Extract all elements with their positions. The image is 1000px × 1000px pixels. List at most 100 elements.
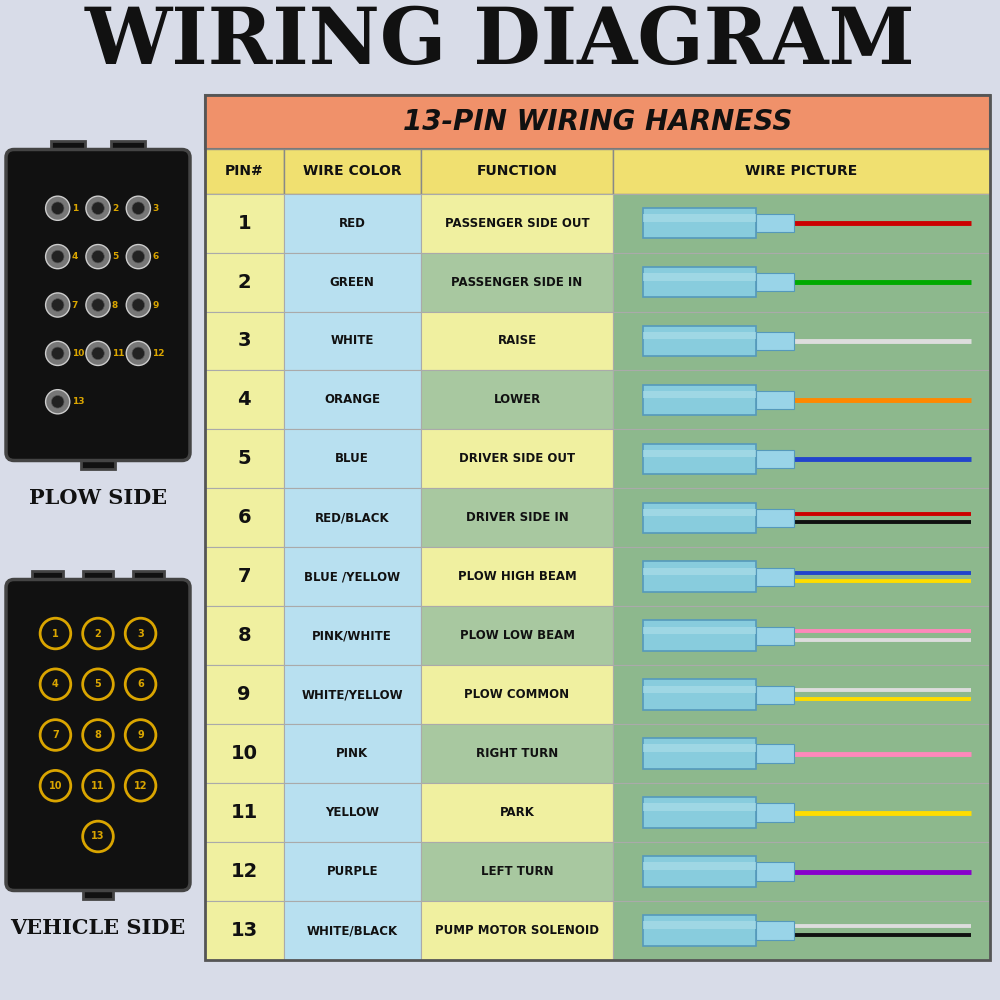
Text: RIGHT TURN: RIGHT TURN — [476, 747, 558, 760]
Bar — [643, 797, 756, 828]
Bar — [205, 606, 284, 665]
Bar — [643, 744, 756, 752]
Bar — [421, 194, 613, 253]
Bar — [284, 194, 421, 253]
Text: LEFT TURN: LEFT TURN — [481, 865, 553, 878]
Text: 6: 6 — [237, 508, 251, 527]
Circle shape — [92, 202, 104, 215]
Text: 3: 3 — [238, 331, 251, 350]
Circle shape — [83, 720, 113, 750]
Bar — [756, 744, 794, 763]
Text: WHITE/YELLOW: WHITE/YELLOW — [301, 688, 403, 701]
Bar — [613, 488, 990, 547]
Text: 2: 2 — [112, 204, 118, 213]
Bar — [205, 312, 284, 370]
Circle shape — [125, 618, 156, 649]
Bar — [421, 842, 613, 901]
Text: 12: 12 — [152, 349, 165, 358]
Bar — [643, 561, 756, 592]
Text: 10: 10 — [231, 744, 258, 763]
Bar — [421, 901, 613, 960]
Circle shape — [83, 618, 113, 649]
Bar — [613, 724, 990, 783]
Bar — [421, 724, 613, 783]
Circle shape — [46, 245, 70, 269]
Text: 8: 8 — [95, 730, 101, 740]
Bar — [205, 547, 284, 606]
Bar — [756, 450, 794, 468]
Text: 8: 8 — [112, 300, 118, 310]
Bar — [205, 370, 284, 429]
Text: PARK: PARK — [500, 806, 534, 819]
Bar — [284, 665, 421, 724]
Text: 2: 2 — [237, 273, 251, 292]
Bar — [421, 606, 613, 665]
Text: YELLOW: YELLOW — [325, 806, 379, 819]
Text: PLOW HIGH BEAM: PLOW HIGH BEAM — [458, 570, 576, 583]
Text: 12: 12 — [231, 862, 258, 881]
Bar — [613, 665, 990, 724]
Text: 10: 10 — [72, 349, 84, 358]
Text: BLUE: BLUE — [335, 452, 369, 465]
Text: 1: 1 — [52, 629, 59, 639]
Circle shape — [92, 250, 104, 263]
Circle shape — [86, 293, 110, 317]
Text: VEHICLE SIDE: VEHICLE SIDE — [10, 918, 186, 938]
Bar — [421, 783, 613, 842]
Bar — [613, 901, 990, 960]
Text: PINK/WHITE: PINK/WHITE — [312, 629, 392, 642]
Circle shape — [92, 299, 104, 311]
Text: 1: 1 — [72, 204, 78, 213]
Circle shape — [83, 821, 113, 852]
Bar — [205, 901, 284, 960]
Bar — [756, 273, 794, 291]
Text: 11: 11 — [112, 349, 124, 358]
Text: 1: 1 — [237, 214, 251, 233]
Bar — [284, 547, 421, 606]
Bar — [643, 267, 756, 297]
Text: 13: 13 — [231, 921, 258, 940]
Bar — [613, 194, 990, 253]
Text: 7: 7 — [72, 300, 78, 310]
Bar — [613, 312, 990, 370]
Bar — [421, 547, 613, 606]
Text: 10: 10 — [49, 781, 62, 791]
Bar — [205, 724, 284, 783]
Bar — [643, 509, 756, 516]
Bar — [643, 627, 756, 634]
Bar — [756, 921, 794, 940]
Bar — [613, 429, 990, 488]
Circle shape — [132, 347, 145, 360]
Circle shape — [46, 293, 70, 317]
Text: 5: 5 — [237, 449, 251, 468]
Circle shape — [46, 390, 70, 414]
Bar — [643, 738, 756, 769]
Text: 11: 11 — [91, 781, 105, 791]
Bar — [205, 95, 990, 960]
Text: PASSENGER SIDE OUT: PASSENGER SIDE OUT — [445, 217, 589, 230]
Bar — [643, 568, 756, 575]
FancyBboxPatch shape — [6, 149, 190, 460]
Bar — [756, 332, 794, 350]
Circle shape — [125, 720, 156, 750]
Text: RED: RED — [339, 217, 366, 230]
Text: PUMP MOTOR SOLENOID: PUMP MOTOR SOLENOID — [435, 924, 599, 937]
Circle shape — [126, 293, 150, 317]
Text: PINK: PINK — [336, 747, 368, 760]
Circle shape — [46, 341, 70, 365]
Text: FUNCTION: FUNCTION — [477, 164, 557, 178]
Bar — [643, 915, 756, 946]
Bar — [205, 194, 284, 253]
Bar — [613, 370, 990, 429]
Bar — [643, 450, 756, 457]
Text: 4: 4 — [52, 679, 59, 689]
Text: DRIVER SIDE IN: DRIVER SIDE IN — [466, 511, 568, 524]
Bar — [756, 568, 794, 586]
Bar — [421, 253, 613, 312]
Bar — [643, 326, 756, 356]
Text: 4: 4 — [72, 252, 78, 261]
Bar — [613, 606, 990, 665]
Bar — [51, 141, 85, 158]
Bar — [284, 149, 421, 194]
Bar — [643, 620, 756, 651]
